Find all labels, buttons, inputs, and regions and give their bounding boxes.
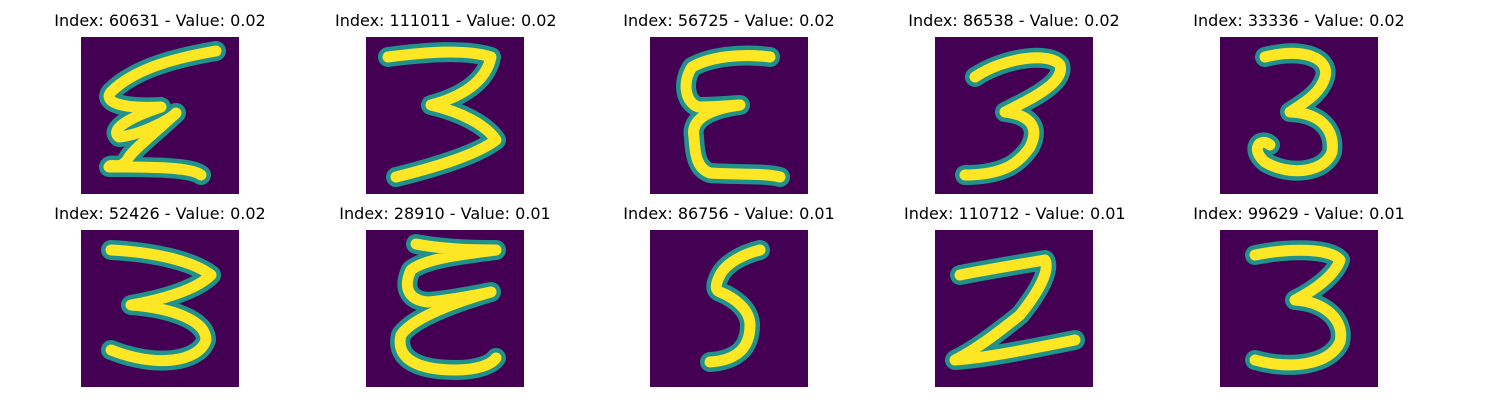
- digit-panel: Index: 99629 - Value: 0.01: [1189, 203, 1409, 388]
- panel-title: Index: 28910 - Value: 0.01: [339, 204, 551, 223]
- digit-panel: Index: 52426 - Value: 0.02: [50, 203, 270, 388]
- digit-panel: Index: 86756 - Value: 0.01: [619, 203, 839, 388]
- digit-panel: Index: 60631 - Value: 0.02: [50, 10, 270, 195]
- digit-panel: Index: 110712 - Value: 0.01: [904, 203, 1126, 388]
- digit-image: [650, 230, 808, 387]
- panel-title: Index: 111011 - Value: 0.02: [335, 11, 557, 30]
- panel-title: Index: 86538 - Value: 0.02: [908, 11, 1120, 30]
- digit-image: [1220, 37, 1378, 194]
- digit-panel: Index: 56725 - Value: 0.02: [619, 10, 839, 195]
- digit-panel: Index: 86538 - Value: 0.02: [904, 10, 1124, 195]
- digit-image: [81, 230, 239, 387]
- digit-panel: Index: 28910 - Value: 0.01: [335, 203, 555, 388]
- digit-image: [1220, 230, 1378, 387]
- panel-title: Index: 99629 - Value: 0.01: [1193, 204, 1405, 223]
- panel-title: Index: 86756 - Value: 0.01: [623, 204, 835, 223]
- digit-panel: Index: 33336 - Value: 0.02: [1189, 10, 1409, 195]
- digit-image: [650, 37, 808, 194]
- panel-title: Index: 60631 - Value: 0.02: [54, 11, 266, 30]
- panel-title: Index: 56725 - Value: 0.02: [623, 11, 835, 30]
- panel-title: Index: 110712 - Value: 0.01: [904, 204, 1126, 223]
- digit-image: [935, 230, 1093, 387]
- digit-image: [366, 37, 524, 194]
- panel-title: Index: 33336 - Value: 0.02: [1193, 11, 1405, 30]
- panel-title: Index: 52426 - Value: 0.02: [54, 204, 266, 223]
- digit-image: [935, 37, 1093, 194]
- digit-image: [81, 37, 239, 194]
- digit-panel: Index: 111011 - Value: 0.02: [335, 10, 557, 195]
- digit-image: [366, 230, 524, 387]
